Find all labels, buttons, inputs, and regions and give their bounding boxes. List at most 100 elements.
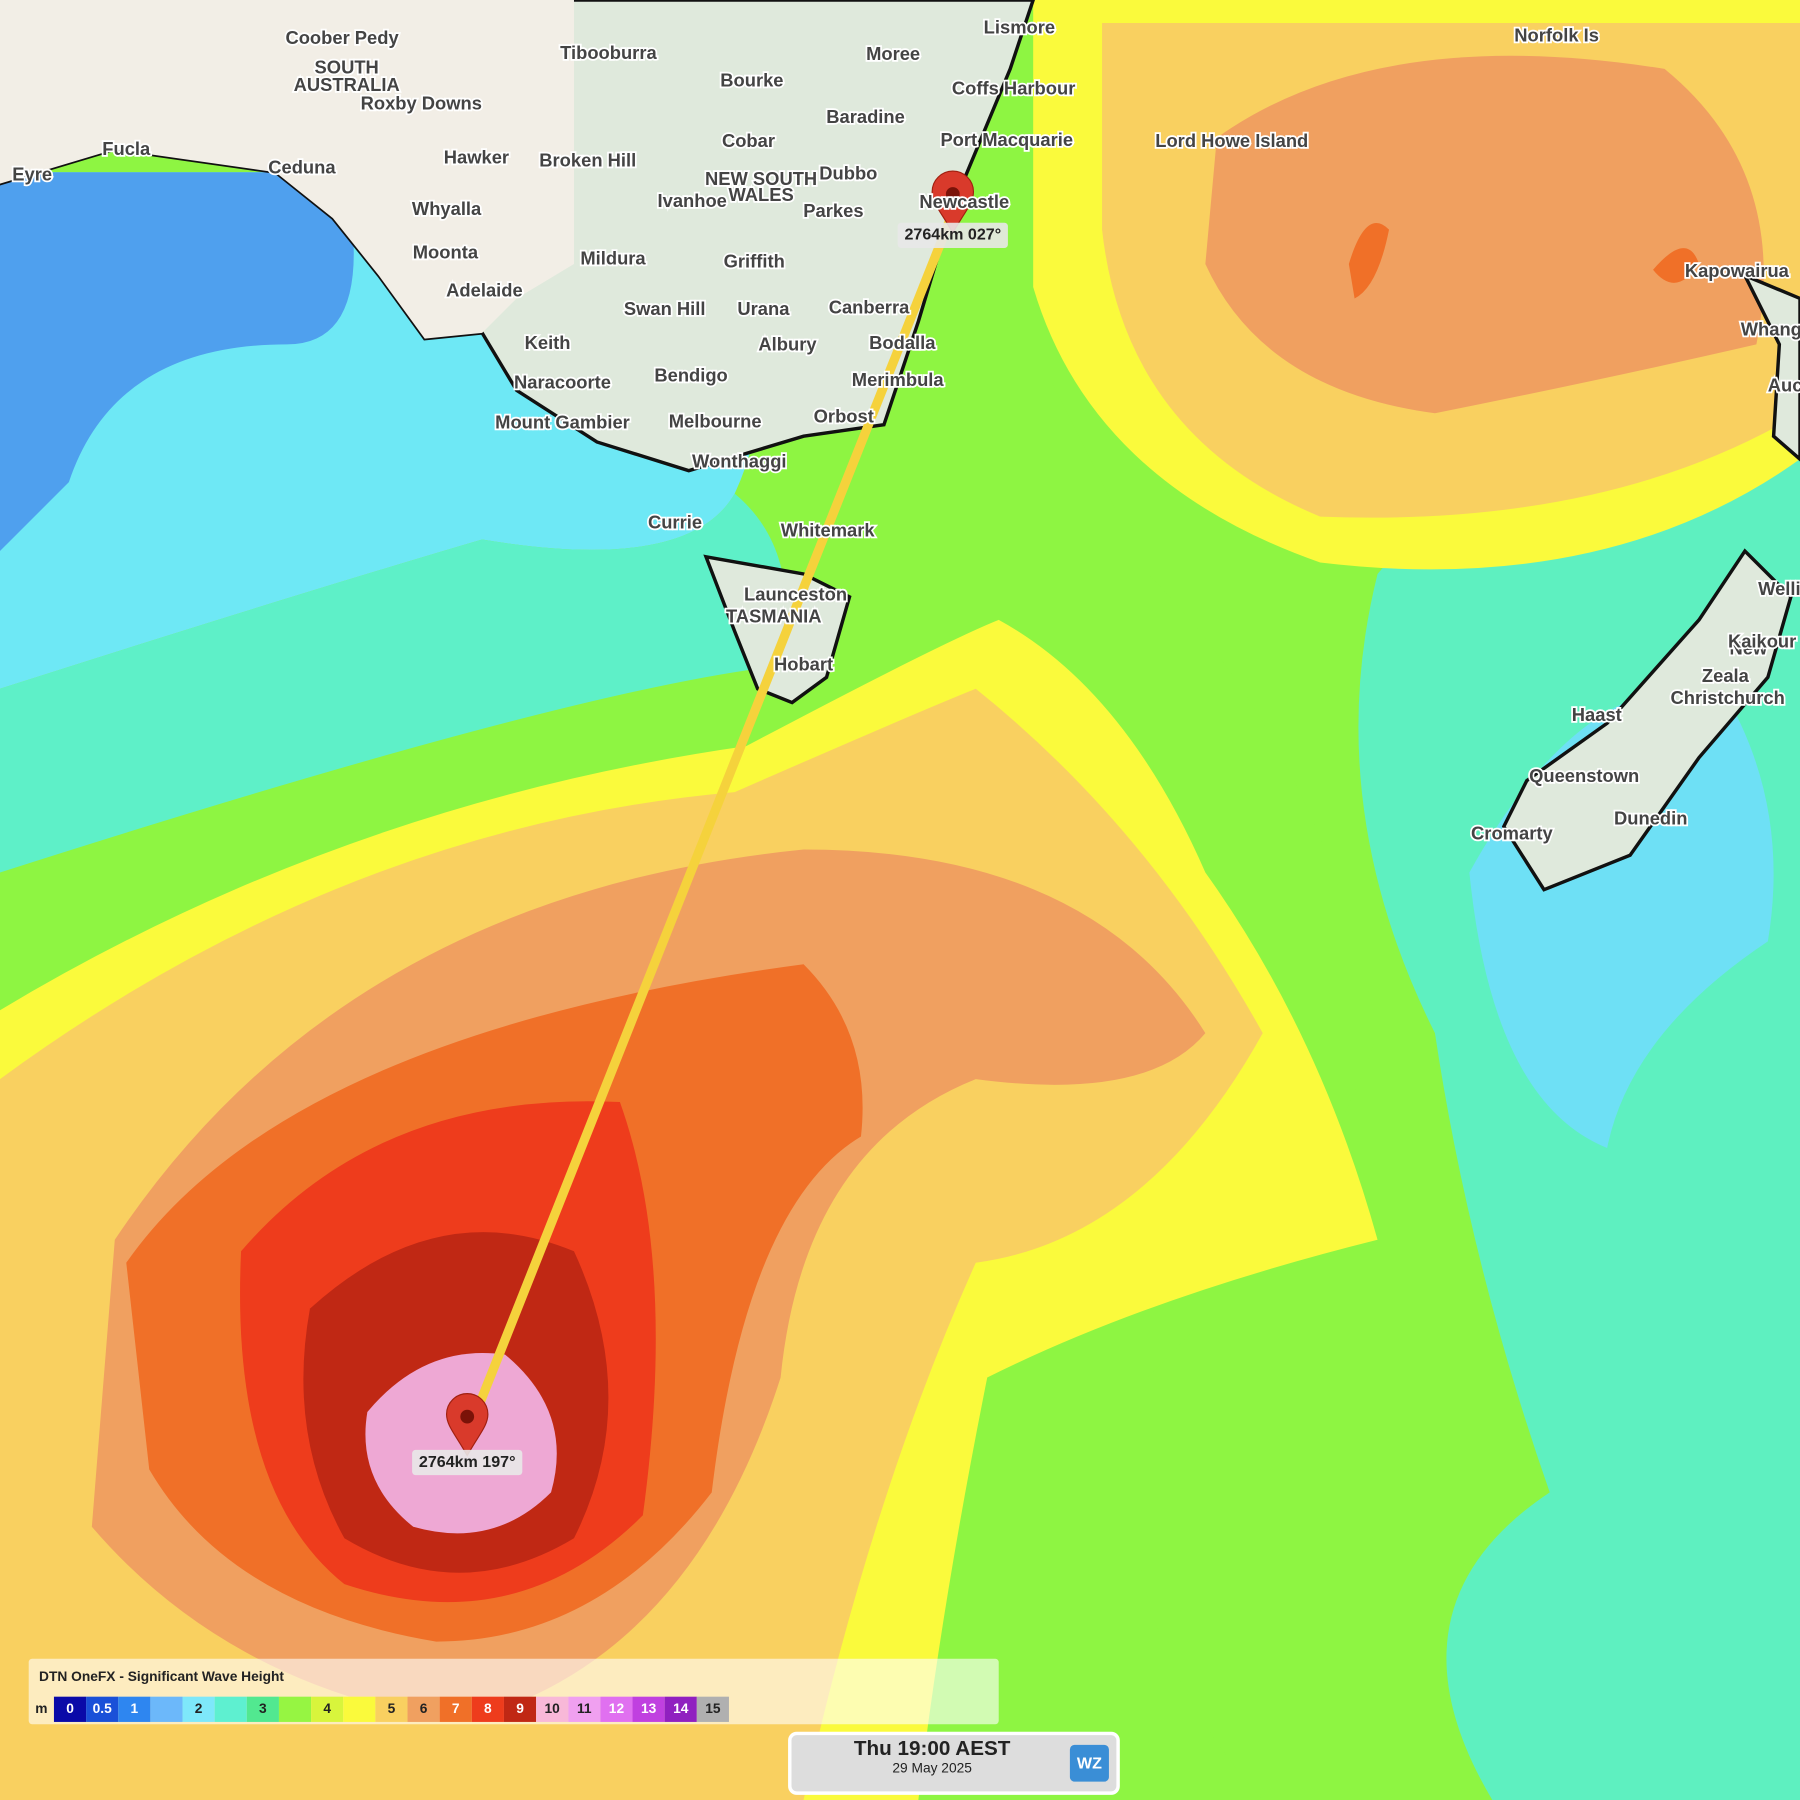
legend-label: 0.5 bbox=[93, 1701, 112, 1716]
place-label: Broken Hill bbox=[539, 150, 636, 171]
legend-swatch bbox=[503, 1696, 537, 1722]
pin bbox=[931, 170, 975, 235]
legend-label: 7 bbox=[452, 1701, 460, 1716]
place-label: Eyre bbox=[12, 163, 52, 184]
place-label: Moonta bbox=[413, 242, 479, 263]
place-label: Dunedin bbox=[1614, 807, 1687, 828]
place-label: Roxby Downs bbox=[361, 92, 482, 113]
legend: DTN OneFX - Significant Wave Height m 0 0… bbox=[28, 1658, 999, 1725]
place-label: Zeala bbox=[1702, 665, 1750, 686]
place-label: TASMANIA bbox=[726, 605, 822, 626]
time-panel bbox=[788, 1731, 1120, 1795]
legend-label: 1 bbox=[130, 1701, 138, 1716]
place-label: Ceduna bbox=[268, 157, 336, 178]
legend-swatch bbox=[471, 1696, 504, 1722]
place-label: Coober Pedy bbox=[285, 27, 399, 48]
legend-swatch bbox=[53, 1696, 87, 1722]
logo[interactable]: WZ bbox=[1077, 1755, 1102, 1773]
place-label: Bourke bbox=[720, 69, 783, 90]
place-label: Mount Gambier bbox=[495, 411, 630, 432]
place-label: NEW SOUTH bbox=[705, 168, 817, 189]
legend-label: 9 bbox=[516, 1701, 524, 1716]
place-label: Cobar bbox=[722, 130, 775, 151]
pin-label: 2764km 027° bbox=[904, 226, 1001, 244]
pin bbox=[445, 1393, 489, 1457]
place-label: SOUTH bbox=[315, 57, 379, 78]
new-zealand-south bbox=[1501, 548, 1793, 892]
place-label: Tibooburra bbox=[560, 42, 657, 63]
legend-label: 2 bbox=[195, 1701, 203, 1716]
zone bbox=[1348, 223, 1699, 299]
legend-label: 12 bbox=[609, 1701, 625, 1716]
place-label: Bendigo bbox=[654, 364, 727, 385]
place-label: Moree bbox=[866, 43, 920, 64]
zone bbox=[0, 172, 1800, 1800]
place-label: Whyalla bbox=[412, 198, 482, 219]
legend-swatch bbox=[278, 1696, 312, 1722]
pin-label: 2764km 197° bbox=[419, 1453, 516, 1471]
legend-swatch bbox=[632, 1696, 665, 1722]
place-label: Kaikour bbox=[1728, 631, 1796, 652]
place-label: Ivanhoe bbox=[658, 190, 727, 211]
place-label: Canberra bbox=[829, 297, 910, 318]
time-box: Thu 19:00 AEST 29 May 2025 WZ bbox=[788, 1731, 1120, 1795]
place-label: Haast bbox=[1572, 704, 1622, 725]
place-label: Currie bbox=[648, 511, 702, 532]
place-label: WALES bbox=[728, 184, 793, 205]
legend-swatch bbox=[375, 1696, 408, 1722]
legend-title: DTN OneFX - Significant Wave Height bbox=[39, 1669, 284, 1684]
legend-label: 10 bbox=[545, 1701, 561, 1716]
legend-swatch bbox=[407, 1696, 440, 1722]
place-label: Cromarty bbox=[1471, 822, 1553, 843]
place-label: Lismore bbox=[984, 17, 1055, 38]
place-label: Coffs Harbour bbox=[952, 77, 1075, 98]
legend-label: 13 bbox=[641, 1701, 657, 1716]
legend-scale: 0 0.5 1 2 3 4 5 6 7 8 9 10 11 12 13 14 15 bbox=[53, 1696, 729, 1722]
legend-swatch bbox=[214, 1696, 247, 1722]
place-label: Orbost bbox=[814, 406, 874, 427]
zone bbox=[0, 493, 787, 873]
place-label: Norfolk Is bbox=[1514, 25, 1599, 46]
place-label: Adelaide bbox=[446, 279, 523, 300]
place-label: Baradine bbox=[826, 106, 905, 127]
place-label: Parkes bbox=[803, 200, 863, 221]
place-label: Kapowairua bbox=[1685, 260, 1790, 281]
place-label: Launceston bbox=[744, 584, 847, 605]
legend-label: 11 bbox=[577, 1701, 592, 1716]
place-label: Melbourne bbox=[669, 410, 762, 431]
place-label: Whitemark bbox=[781, 519, 876, 540]
legend-swatch bbox=[246, 1696, 279, 1722]
legend-swatch bbox=[568, 1696, 601, 1722]
logo-box[interactable] bbox=[1069, 1744, 1109, 1782]
place-label: New bbox=[1729, 638, 1767, 659]
legend-swatch bbox=[182, 1696, 215, 1722]
place-label: Urana bbox=[737, 298, 790, 319]
legend-label: 8 bbox=[484, 1701, 492, 1716]
place-label: Mildura bbox=[580, 247, 646, 268]
time-date: 29 May 2025 bbox=[892, 1761, 972, 1776]
place-label: Port Macquarie bbox=[940, 129, 1073, 150]
place-label: Hawker bbox=[444, 146, 509, 167]
legend-unit: m bbox=[35, 1701, 47, 1716]
legend-label: 6 bbox=[420, 1701, 428, 1716]
place-label: Queenstown bbox=[1529, 765, 1639, 786]
route-line bbox=[462, 210, 958, 1437]
place-label: Hobart bbox=[774, 654, 833, 675]
place-label: Auc bbox=[1768, 375, 1800, 396]
legend-swatch bbox=[86, 1696, 119, 1722]
place-label: Merimbula bbox=[852, 369, 945, 390]
legend-label: 15 bbox=[705, 1701, 721, 1716]
zone bbox=[0, 172, 354, 552]
pin-label-box bbox=[412, 1449, 523, 1476]
place-label: Fucla bbox=[102, 138, 151, 159]
place-label: Welli bbox=[1758, 578, 1800, 599]
pin-label-box bbox=[897, 222, 1008, 248]
legend-label: 5 bbox=[388, 1701, 396, 1716]
place-label: Wonthaggi bbox=[692, 450, 787, 471]
pin-dot bbox=[460, 1409, 475, 1424]
place-label: Lord Howe Island bbox=[1155, 130, 1308, 151]
place-label: Christchurch bbox=[1671, 687, 1785, 708]
legend-swatch bbox=[343, 1696, 376, 1722]
